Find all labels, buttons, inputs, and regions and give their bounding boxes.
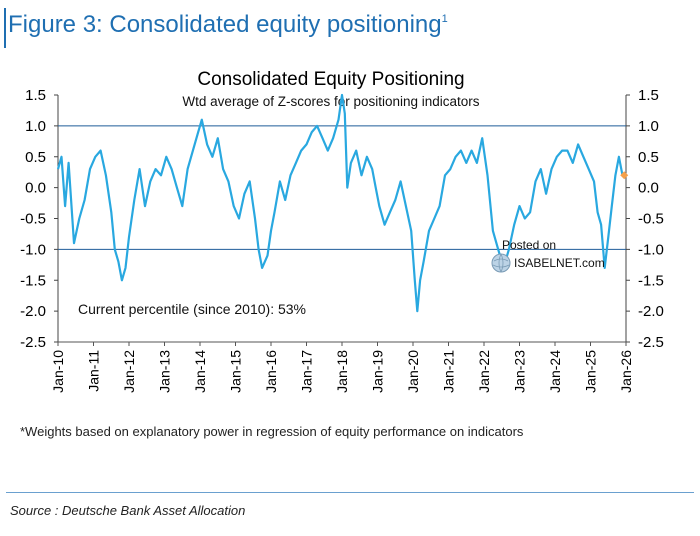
x-tick-label: Jan-13 [157, 350, 173, 393]
x-tick-label: Jan-15 [228, 350, 244, 393]
chart-subtitle: Wtd average of Z-scores for positioning … [182, 94, 479, 109]
y-tick-label-right: 1.5 [638, 87, 659, 104]
x-tick-label: Jan-17 [299, 350, 315, 393]
y-tick-label-right: -2.5 [638, 334, 664, 351]
y-tick-label-left: -1.5 [20, 272, 46, 289]
x-tick-label: Jan-21 [441, 350, 457, 393]
x-tick-label: Jan-22 [476, 350, 492, 393]
x-tick-label: Jan-18 [334, 350, 350, 393]
watermark-site: ISABELNET.com [514, 256, 605, 270]
x-tick-label: Jan-24 [547, 350, 563, 393]
figure-title-text: Figure 3: Consolidated equity positionin… [8, 11, 442, 38]
footnote: *Weights based on explanatory power in r… [20, 424, 524, 439]
y-tick-label-right: 0.5 [638, 149, 659, 166]
x-tick-label: Jan-14 [192, 350, 208, 393]
x-tick-label: Jan-20 [405, 350, 421, 393]
x-tick-label: Jan-19 [370, 350, 386, 393]
source-note: Source : Deutsche Bank Asset Allocation [10, 503, 246, 518]
series-line-0 [56, 93, 624, 313]
x-tick-label: Jan-16 [263, 350, 279, 393]
y-tick-label-right: -2.0 [638, 303, 664, 320]
y-tick-label-left: 0.0 [25, 180, 46, 197]
y-tick-label-left: 0.5 [25, 149, 46, 166]
equity-positioning-chart: Consolidated Equity Positioning Wtd aver… [20, 69, 664, 393]
y-tick-label-right: 0.0 [638, 180, 659, 197]
globe-icon [491, 253, 511, 273]
watermark: Posted on ISABELNET.com [490, 238, 640, 278]
y-tick-label-left: -0.5 [20, 211, 46, 228]
y-tick-label-left: 1.0 [25, 118, 46, 135]
x-tick-label: Jan-25 [583, 350, 599, 393]
figure-title-superscript: 1 [441, 13, 448, 25]
x-tick-label: Jan-11 [86, 350, 102, 392]
chart-annotation: Current percentile (since 2010): 53% [78, 301, 306, 317]
y-tick-label-left: -2.5 [20, 334, 46, 351]
chart-title: Consolidated Equity Positioning [197, 69, 464, 90]
figure-title: Figure 3: Consolidated equity positionin… [8, 11, 448, 39]
x-tick-label: Jan-26 [618, 350, 634, 393]
title-accent-bar [4, 8, 6, 48]
y-tick-label-right: -1.5 [638, 272, 664, 289]
x-tick-label: Jan-10 [50, 350, 66, 393]
x-tick-label: Jan-12 [121, 350, 137, 393]
y-tick-label-right: -0.5 [638, 211, 664, 228]
y-tick-label-right: 1.0 [638, 118, 659, 135]
y-tick-label-left: -2.0 [20, 303, 46, 320]
divider [6, 492, 694, 493]
y-tick-label-left: 1.5 [25, 87, 46, 104]
watermark-posted-on: Posted on [502, 238, 557, 252]
y-tick-label-left: -1.0 [20, 241, 46, 258]
y-tick-label-right: -1.0 [638, 241, 664, 258]
x-tick-label: Jan-23 [512, 350, 528, 393]
latest-point-marker [620, 171, 629, 180]
